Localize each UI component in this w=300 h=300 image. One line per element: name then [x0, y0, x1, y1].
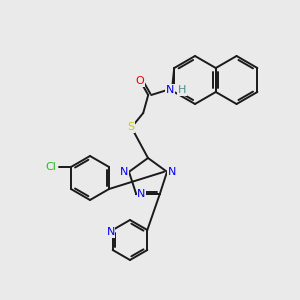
Text: N: N — [166, 85, 174, 95]
Text: H: H — [178, 85, 186, 95]
Text: N: N — [120, 167, 128, 177]
Text: O: O — [136, 76, 145, 86]
Text: N: N — [168, 167, 176, 177]
Text: N: N — [137, 189, 146, 199]
Text: N: N — [106, 227, 115, 237]
Text: S: S — [128, 122, 135, 132]
Text: Cl: Cl — [46, 162, 56, 172]
